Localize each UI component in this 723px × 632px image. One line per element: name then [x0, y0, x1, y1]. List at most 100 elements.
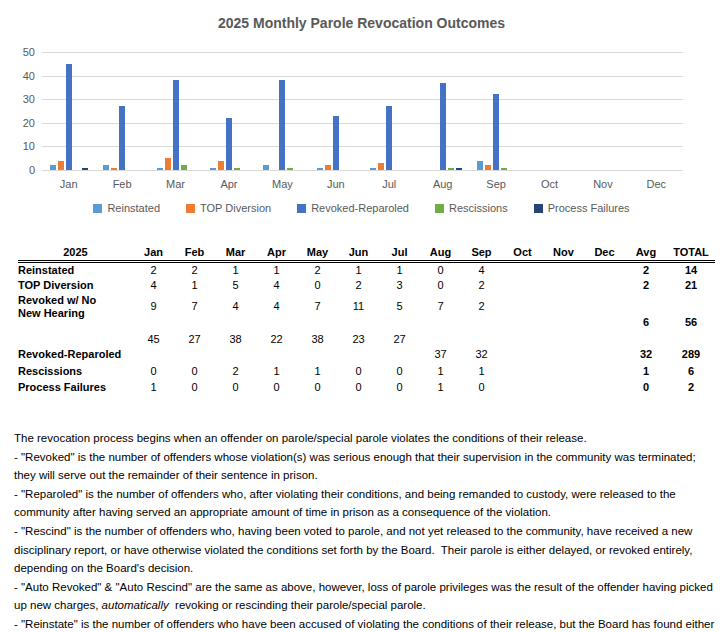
y-tick-label: 10: [23, 140, 42, 152]
bar-group: [630, 52, 683, 170]
row-label: Revoked w/ No New Hearing: [18, 293, 133, 331]
value-cell: 4: [256, 293, 297, 331]
note-text: revoking or rescinding their parole/spec…: [169, 599, 426, 611]
x-tick-label: Nov: [576, 178, 629, 190]
table-row: Rescissions00211001116: [18, 363, 715, 379]
value-cell: 289: [667, 331, 715, 363]
x-tick-label: Sep: [469, 178, 522, 190]
value-cell: [584, 363, 625, 379]
value-cell: 9: [133, 293, 174, 331]
column-header: TOTAL: [667, 244, 715, 261]
bar: [501, 168, 507, 170]
value-cell: 37: [420, 331, 461, 363]
value-cell: [584, 277, 625, 293]
row-label-text: Reinstated: [18, 264, 74, 276]
bar: [165, 158, 171, 170]
column-header: Apr: [256, 244, 297, 261]
bar: [386, 106, 392, 170]
column-header: Feb: [174, 244, 215, 261]
bar: [485, 165, 491, 170]
note-paragraph: - "Reinstate" is the number of offenders…: [14, 615, 715, 632]
bar: [103, 165, 109, 170]
y-tick-label: 20: [23, 117, 42, 129]
x-tick-label: Dec: [630, 178, 683, 190]
bar-group: [576, 52, 629, 170]
value-cell: 0: [338, 363, 379, 379]
value-cell: 1: [133, 379, 174, 395]
value-cell: 6: [667, 363, 715, 379]
year-header-cell: 2025: [18, 244, 133, 261]
x-tick-label: Jul: [363, 178, 416, 190]
value-cell: 0: [297, 379, 338, 395]
value-cell: 1: [215, 261, 256, 277]
value-cell: 2: [297, 261, 338, 277]
value-cell: 0: [297, 277, 338, 293]
value-cell: [543, 277, 584, 293]
note-paragraph: - "Reparoled" is the number of offenders…: [14, 485, 715, 522]
value-cell: 56: [667, 293, 715, 331]
column-header: May: [297, 244, 338, 261]
legend-item: Revoked-Reparoled: [297, 202, 409, 214]
note-paragraph: - "Revoked" is the number of offenders w…: [14, 448, 715, 485]
bar: [50, 165, 56, 170]
value-cell: 2: [174, 261, 215, 277]
value-cell: [543, 293, 584, 331]
legend-label: Rescissions: [449, 202, 508, 214]
legend-label: Reinstated: [107, 202, 160, 214]
legend-label: Process Failures: [548, 202, 630, 214]
table-row: Reinstated221121104214: [18, 261, 715, 277]
bar: [448, 168, 454, 170]
legend-item: Reinstated: [93, 202, 160, 214]
value-cell: 0: [420, 261, 461, 277]
bar: [111, 168, 117, 170]
chart-title: 2025 Monthly Parole Revocation Outcomes: [0, 15, 723, 31]
bar: [58, 161, 64, 170]
parole-outcomes-chart: 2025 Monthly Parole Revocation Outcomes …: [0, 0, 723, 234]
value-cell: [502, 363, 543, 379]
value-cell: 1: [174, 277, 215, 293]
value-cell: [502, 379, 543, 395]
row-label: Process Failures: [18, 379, 133, 395]
value-cell: 2: [215, 363, 256, 379]
note-text: automatically: [102, 599, 169, 611]
column-header: Dec: [584, 244, 625, 261]
bar-group: [202, 52, 255, 170]
y-tick-label: 30: [23, 93, 42, 105]
bar-group: [416, 52, 469, 170]
value-cell: 6: [625, 293, 667, 331]
value-cell: 1: [625, 363, 667, 379]
x-tick-label: Oct: [523, 178, 576, 190]
value-cell: 1: [256, 261, 297, 277]
value-cell: 1: [297, 363, 338, 379]
value-cell: 32: [461, 331, 502, 363]
value-cell: [543, 261, 584, 277]
legend-item: Rescissions: [435, 202, 508, 214]
y-tick-label: 50: [23, 46, 42, 58]
value-cell: 11: [338, 293, 379, 331]
row-label: Reinstated: [18, 261, 133, 277]
plot-area: 01020304050: [42, 52, 683, 170]
value-cell: 4: [461, 261, 502, 277]
value-cell: 7: [420, 293, 461, 331]
bar: [287, 168, 293, 170]
bar: [325, 165, 331, 170]
value-cell: 14: [667, 261, 715, 277]
value-cell: [502, 261, 543, 277]
table-row: Process Failures10000001002: [18, 379, 715, 395]
bar: [119, 106, 125, 170]
value-cell: 1: [379, 261, 420, 277]
table-row: Revoked w/ No New Hearing9744711572656: [18, 293, 715, 331]
value-cell: 2: [625, 261, 667, 277]
table-row: Revoked-Reparoled45273822382327373232289: [18, 331, 715, 363]
bar: [370, 168, 376, 170]
bar: [181, 165, 187, 170]
x-tick-label: Apr: [202, 178, 255, 190]
row-label-text: TOP Diversion: [18, 279, 93, 291]
legend-swatch: [186, 204, 195, 213]
x-tick-label: Jun: [309, 178, 362, 190]
explanatory-notes: The revocation process begins when an of…: [14, 429, 715, 632]
column-header: Mar: [215, 244, 256, 261]
column-header: Avg: [625, 244, 667, 261]
value-cell: 4: [256, 277, 297, 293]
bar: [234, 168, 240, 170]
